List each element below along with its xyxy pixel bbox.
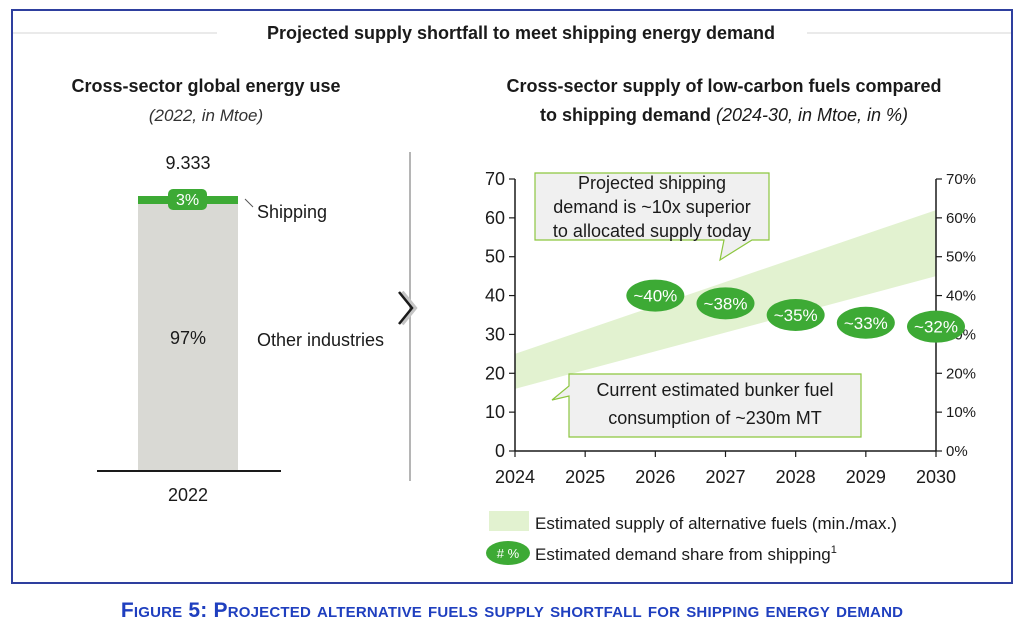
demand-share-label: ~35% (774, 306, 818, 325)
y2-tick-label: 10% (946, 404, 976, 421)
annotation-bunker-line1: Current estimated bunker fuel (596, 380, 833, 400)
supply-demand-chart: 0102030405060700%10%20%30%40%50%60%70%20… (485, 169, 976, 487)
right-chart-title-line2: to shipping demand (2024-30, in Mtoe, in… (540, 105, 908, 125)
right-chart-title-line1: Cross-sector supply of low-carbon fuels … (506, 76, 941, 96)
left-chart-title: Cross-sector global energy use (71, 76, 340, 96)
y-tick-label: 70 (485, 169, 505, 189)
annotation-bunker-line2: consumption of ~230m MT (608, 408, 822, 428)
bar-other-industries (138, 204, 238, 471)
left-x-tick: 2022 (168, 485, 208, 505)
annotation-projected-line1: Projected shipping (578, 173, 726, 193)
legend-demand-entry: Estimated demand share from shipping1 (535, 544, 837, 564)
demand-share-marker (696, 287, 755, 320)
y-tick-label: 40 (485, 286, 505, 306)
demand-share-label: ~40% (633, 287, 677, 306)
chevron-right-icon (398, 290, 418, 326)
x-tick-label: 2025 (565, 467, 605, 487)
title-backdrop (217, 19, 807, 47)
demand-share-marker (907, 310, 965, 343)
figure-frame (11, 9, 1013, 584)
demand-share-label: ~33% (844, 314, 888, 333)
x-tick-label: 2030 (916, 467, 956, 487)
y-tick-label: 20 (485, 363, 505, 383)
x-tick-label: 2024 (495, 467, 535, 487)
x-tick-label: 2027 (705, 467, 745, 487)
y-tick-label: 50 (485, 247, 505, 267)
y-tick-label: 0 (495, 441, 505, 461)
demand-share-label: ~38% (704, 294, 748, 313)
x-tick-label: 2028 (776, 467, 816, 487)
annotation-projected-demand: Projected shipping demand is ~10x superi… (534, 172, 770, 262)
left-chart-subtitle: (2022, in Mtoe) (149, 106, 263, 125)
legend-demand-superscript: 1 (831, 544, 837, 556)
demand-share-label: ~32% (914, 318, 958, 337)
legend-demand-label: Estimated demand share from shipping (535, 545, 831, 564)
demand-share-marker (626, 279, 685, 312)
shipping-pct-label: 3% (176, 192, 199, 209)
y-tick-label: 60 (485, 208, 505, 228)
demand-share-marker (766, 299, 825, 331)
shipping-series-label: Shipping (257, 202, 327, 222)
x-tick-label: 2029 (846, 467, 886, 487)
y2-tick-label: 20% (946, 365, 976, 382)
x-tick-label: 2026 (635, 467, 675, 487)
annotation-bunker-fuel: Current estimated bunker fuel consumptio… (551, 373, 862, 438)
legend-demand-marker (486, 541, 530, 565)
demand-share-marker (836, 306, 895, 339)
y2-tick-label: 50% (946, 249, 976, 266)
figure-caption: Figure 5: Projected alternative fuels su… (120, 599, 904, 622)
shipping-pct-badge (168, 189, 207, 210)
right-chart-subtitle: (2024-30, in Mtoe, in %) (716, 105, 908, 125)
shipping-leader-line (244, 198, 254, 208)
figure-canvas: Projected supply shortfall to meet shipp… (13, 19, 1011, 565)
legend-supply-swatch (489, 511, 529, 531)
legend-demand-marker-text: # % (497, 546, 520, 561)
y-tick-label: 10 (485, 402, 505, 422)
annotation-projected-line3: to allocated supply today (553, 221, 751, 241)
total-value-label: 9.333 (165, 153, 210, 173)
annotation-projected-line2: demand is ~10x superior (553, 197, 751, 217)
y2-tick-label: 60% (946, 210, 976, 227)
figure-title: Projected supply shortfall to meet shipp… (267, 23, 775, 43)
other-pct-label: 97% (170, 328, 206, 348)
y2-tick-label: 70% (946, 171, 976, 188)
y2-tick-label: 0% (946, 443, 968, 460)
y-tick-label: 30 (485, 324, 505, 344)
other-series-label: Other industries (257, 330, 384, 350)
legend-supply-label: Estimated supply of alternative fuels (m… (535, 514, 897, 533)
y2-tick-label: 40% (946, 288, 976, 305)
